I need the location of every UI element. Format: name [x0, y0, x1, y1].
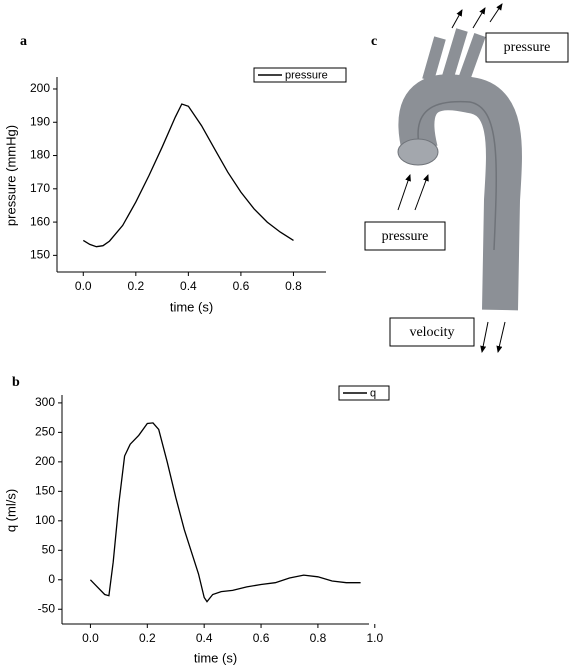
y-tick-label: 150 — [30, 248, 50, 262]
panel-label: b — [12, 375, 20, 390]
arrow — [451, 9, 463, 29]
x-tick-label: 0.8 — [285, 279, 302, 293]
panel-label: a — [20, 34, 27, 49]
arrow — [472, 7, 486, 29]
y-axis-label: q (ml/s) — [3, 489, 18, 532]
x-tick-label: 0.2 — [139, 631, 156, 645]
y-tick-label: 180 — [30, 148, 50, 162]
y-tick-label: 200 — [30, 81, 50, 95]
x-tick-label: 0.2 — [127, 279, 144, 293]
y-tick-label: -50 — [38, 601, 56, 615]
y-tick-label: 0 — [48, 572, 55, 586]
x-axis-label: time (s) — [194, 650, 237, 665]
legend-label: q — [370, 387, 376, 399]
arrow — [489, 3, 503, 23]
legend-label: pressure — [285, 69, 328, 81]
x-axis-label: time (s) — [170, 299, 213, 314]
y-tick-label: 160 — [30, 214, 50, 228]
x-tick-label: 1.0 — [366, 631, 383, 645]
y-tick-label: 250 — [35, 425, 55, 439]
panel-label: c — [371, 34, 377, 49]
boundary-label: pressure — [504, 40, 551, 55]
aortic-branches — [422, 28, 486, 88]
aortic-root — [397, 138, 439, 166]
y-tick-label: 300 — [35, 395, 55, 409]
y-tick-label: 170 — [30, 181, 50, 195]
arrow — [480, 321, 489, 353]
y-tick-label: 190 — [30, 114, 50, 128]
aorta — [398, 74, 522, 311]
arrow — [496, 321, 506, 353]
label-box — [389, 317, 475, 347]
aorta-diagram: pressure pressure velocity c — [364, 3, 569, 353]
y-tick-label: 50 — [42, 542, 56, 556]
x-tick-label: 0.6 — [233, 279, 250, 293]
x-tick-label: 0.0 — [75, 279, 92, 293]
x-tick-label: 0.6 — [253, 631, 270, 645]
arrow — [414, 174, 429, 211]
y-tick-label: 200 — [35, 454, 55, 468]
y-tick-label: 150 — [35, 484, 55, 498]
boundary-label: pressure — [382, 229, 429, 244]
boundary-label: velocity — [409, 325, 454, 340]
data-line — [82, 103, 294, 248]
x-tick-label: 0.8 — [310, 631, 327, 645]
x-tick-label: 0.0 — [82, 631, 99, 645]
arrow — [397, 174, 411, 211]
data-line — [89, 422, 361, 603]
label-box — [364, 221, 446, 251]
x-tick-label: 0.4 — [196, 631, 213, 645]
label-box — [485, 32, 569, 63]
y-axis-label: pressure (mmHg) — [3, 125, 18, 226]
aorta-shading — [417, 100, 497, 251]
x-tick-label: 0.4 — [180, 279, 197, 293]
y-tick-label: 100 — [35, 513, 55, 527]
legend-box — [253, 67, 347, 83]
